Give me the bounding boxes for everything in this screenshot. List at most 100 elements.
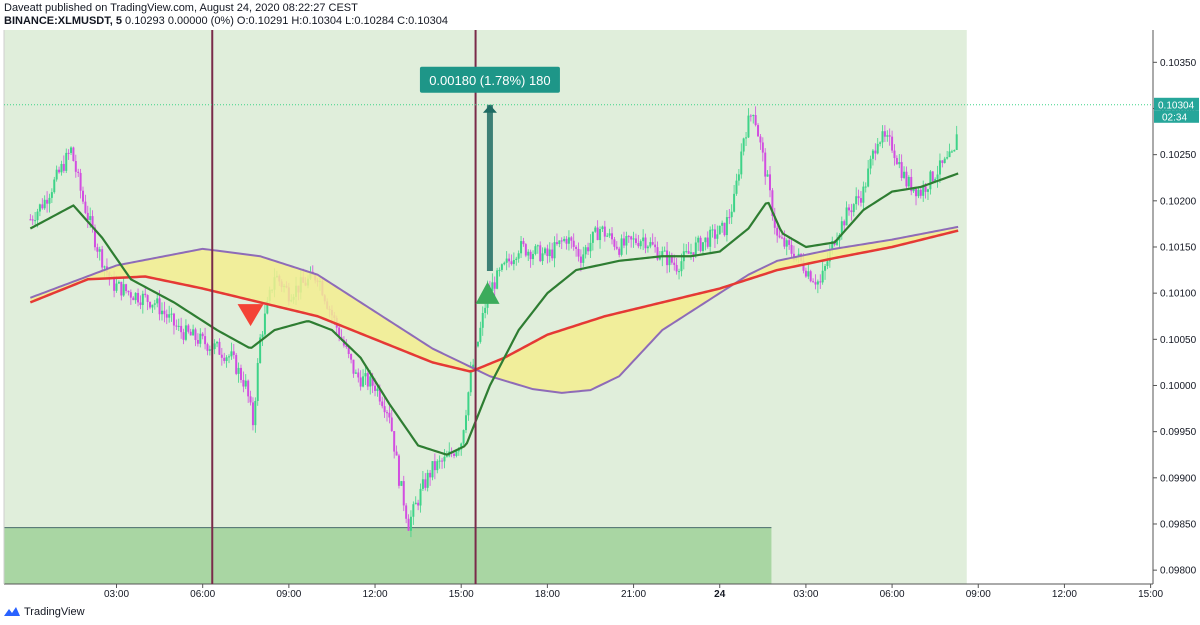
candle: [218, 341, 221, 355]
candle: [455, 451, 458, 456]
candle: [725, 217, 728, 236]
candle: [259, 337, 262, 363]
candle: [65, 152, 68, 171]
candle: [50, 192, 53, 198]
candle: [587, 247, 590, 252]
candle: [515, 258, 518, 260]
candle: [565, 238, 568, 244]
candle: [869, 158, 872, 169]
x-tick-label: 12:00: [363, 589, 388, 600]
candle: [115, 283, 118, 291]
candle: [836, 240, 839, 245]
candle: [575, 246, 578, 249]
price-tag-value: 0.10304: [1158, 100, 1195, 111]
candle: [891, 136, 894, 151]
tradingview-brand[interactable]: TradingView: [4, 606, 85, 618]
candle: [237, 367, 240, 374]
candle: [642, 237, 645, 242]
candle: [876, 143, 879, 154]
candle: [948, 151, 951, 158]
candle: [584, 247, 587, 255]
candle: [529, 251, 532, 260]
candle: [189, 331, 192, 336]
candle: [718, 225, 721, 235]
candle: [182, 332, 185, 340]
candle: [79, 172, 82, 191]
candle: [445, 456, 448, 458]
candle: [761, 142, 764, 153]
candle: [462, 430, 465, 444]
candle: [89, 216, 92, 221]
candle: [29, 219, 32, 221]
candle: [60, 163, 63, 173]
candle: [752, 115, 755, 117]
candle: [201, 333, 204, 337]
candle: [261, 334, 264, 338]
candle: [539, 245, 542, 262]
candle: [900, 162, 903, 178]
candle: [898, 162, 901, 165]
candle: [711, 229, 714, 231]
candle: [230, 351, 233, 357]
candle: [589, 242, 592, 252]
candle: [769, 174, 772, 191]
candle: [441, 460, 444, 462]
x-tick-label: 15:00: [449, 589, 474, 600]
candle: [804, 270, 807, 277]
ohlc-values: 0.10293 0.00000 (0%) O:0.10291 H:0.10304…: [125, 15, 448, 27]
candle: [541, 253, 544, 262]
candle: [532, 253, 535, 260]
candle: [402, 481, 405, 506]
candle: [886, 135, 889, 137]
candle: [606, 235, 609, 237]
candle: [409, 516, 412, 531]
candle: [407, 518, 410, 531]
ema-red-line: [29, 229, 959, 373]
candle: [934, 178, 937, 182]
candle: [603, 226, 606, 237]
candle: [883, 131, 886, 137]
candle: [560, 240, 563, 242]
candle: [567, 237, 570, 244]
candle: [354, 372, 357, 374]
candle: [646, 246, 649, 249]
symbol-label[interactable]: BINANCE:XLMUSDT, 5: [4, 15, 122, 27]
candle: [239, 367, 242, 380]
candle: [36, 211, 39, 221]
candle: [395, 451, 398, 456]
candle: [228, 356, 231, 358]
candle: [496, 270, 499, 289]
candle: [579, 256, 582, 263]
candle: [476, 341, 479, 347]
candle: [644, 237, 647, 249]
candle: [879, 142, 882, 144]
candle: [797, 253, 800, 257]
candle: [678, 271, 681, 273]
candle: [907, 176, 910, 187]
candle: [249, 396, 252, 403]
candle: [563, 238, 566, 242]
candle: [117, 281, 120, 284]
candle: [630, 236, 633, 240]
candle: [74, 161, 77, 172]
candle: [776, 227, 779, 236]
candle: [709, 229, 712, 247]
candle: [759, 136, 762, 143]
candle: [129, 292, 132, 298]
x-tick-label: 18:00: [535, 589, 560, 600]
candle: [359, 377, 362, 387]
candle: [690, 252, 693, 254]
brand-label: TradingView: [24, 606, 85, 618]
candle: [364, 373, 367, 377]
candle: [484, 307, 487, 313]
candle: [153, 303, 156, 305]
candle: [596, 227, 599, 241]
measure-label: 0.00180 (1.78%) 180: [429, 73, 550, 88]
candle: [160, 310, 163, 315]
candle: [424, 479, 427, 488]
candle: [247, 380, 250, 397]
candle: [266, 300, 269, 314]
candle: [938, 160, 941, 175]
candle: [599, 229, 602, 241]
